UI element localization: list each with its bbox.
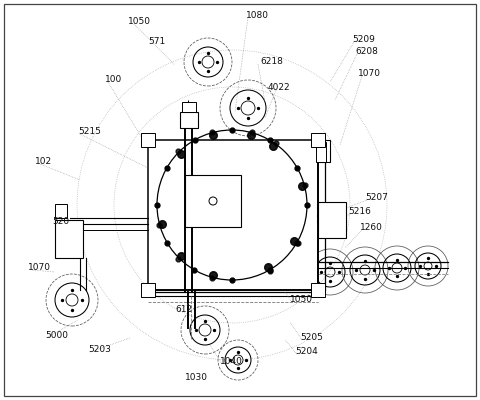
Bar bbox=[180, 112, 198, 128]
Text: 520: 520 bbox=[52, 218, 69, 226]
Bar bbox=[182, 102, 196, 112]
Text: 1030: 1030 bbox=[185, 374, 208, 382]
Bar bbox=[311, 283, 325, 297]
Bar bbox=[141, 283, 155, 297]
Text: 6218: 6218 bbox=[260, 58, 283, 66]
Text: 5215: 5215 bbox=[78, 128, 101, 136]
Text: 1080: 1080 bbox=[246, 10, 269, 20]
Text: 5209: 5209 bbox=[352, 36, 375, 44]
Text: 100: 100 bbox=[105, 76, 122, 84]
Bar bbox=[148, 140, 318, 290]
Text: 1050: 1050 bbox=[128, 18, 151, 26]
Text: 1040: 1040 bbox=[220, 358, 243, 366]
Bar bbox=[318, 202, 346, 238]
Text: 1260: 1260 bbox=[360, 224, 383, 232]
Text: 5205: 5205 bbox=[300, 334, 323, 342]
Bar bbox=[316, 142, 326, 162]
Bar bbox=[318, 140, 330, 162]
Text: 4022: 4022 bbox=[268, 84, 290, 92]
Bar bbox=[55, 220, 83, 258]
Bar bbox=[55, 204, 67, 218]
Text: 5216: 5216 bbox=[348, 208, 371, 216]
Text: 5204: 5204 bbox=[295, 348, 318, 356]
Bar bbox=[141, 133, 155, 147]
Text: 6208: 6208 bbox=[355, 48, 378, 56]
Text: 5000: 5000 bbox=[45, 330, 68, 340]
Text: 102: 102 bbox=[35, 158, 52, 166]
Text: 1070: 1070 bbox=[358, 70, 381, 78]
Text: 571: 571 bbox=[148, 38, 165, 46]
Bar bbox=[311, 133, 325, 147]
Text: 1050: 1050 bbox=[290, 296, 313, 304]
Text: 5203: 5203 bbox=[88, 346, 111, 354]
Text: 5207: 5207 bbox=[365, 194, 388, 202]
Text: 612: 612 bbox=[175, 306, 192, 314]
Text: 1070: 1070 bbox=[28, 264, 51, 272]
Bar bbox=[185, 175, 241, 227]
